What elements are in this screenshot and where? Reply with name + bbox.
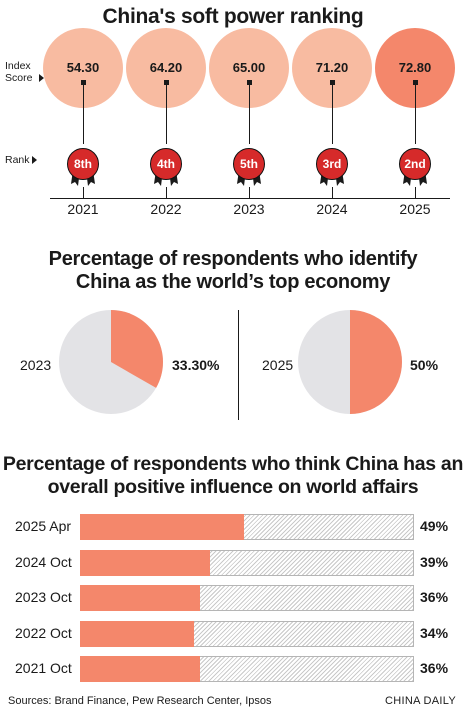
year-label: 2025 bbox=[399, 201, 431, 217]
pie-value-slice bbox=[350, 310, 402, 414]
pie-value-slice bbox=[111, 310, 163, 388]
sources-note: Sources: Brand Finance, Pew Research Cen… bbox=[8, 695, 272, 707]
bar-category-label: 2023 Oct bbox=[15, 589, 72, 605]
title-line-1: Percentage of respondents who think Chin… bbox=[2, 453, 464, 475]
arrow-right-icon bbox=[39, 74, 44, 83]
chart-title-top-economy: Percentage of respondents who identify C… bbox=[0, 248, 466, 294]
score-connector-line bbox=[248, 84, 250, 144]
index-score-circle: 65.00 bbox=[209, 28, 289, 144]
pie-value-label: 33.30% bbox=[172, 357, 220, 373]
pie-year-label: 2025 bbox=[262, 357, 294, 373]
index-score-value: 65.00 bbox=[232, 60, 266, 75]
index-score-circle: 72.80 bbox=[375, 28, 455, 144]
year-tick bbox=[249, 187, 250, 199]
score-connector-line bbox=[331, 84, 333, 144]
bar bbox=[80, 514, 244, 540]
index-score-value: 71.20 bbox=[315, 60, 349, 75]
bar-value-label: 36% bbox=[420, 660, 449, 676]
score-connector-line bbox=[414, 84, 416, 144]
rank-badge: 4th bbox=[150, 148, 182, 180]
index-score-circle: 64.20 bbox=[126, 28, 206, 144]
rank-badge: 8th bbox=[67, 148, 99, 180]
arrow-right-icon bbox=[31, 156, 37, 165]
score-connector-line bbox=[82, 84, 84, 144]
score-marker-dot bbox=[80, 80, 86, 85]
title-line-2: China as the world’s top economy bbox=[75, 271, 391, 293]
bar-value-label: 39% bbox=[420, 553, 449, 570]
title-line-1: Percentage of respondents who identify bbox=[48, 248, 418, 270]
chart-title-soft-power: China's soft power ranking bbox=[102, 5, 364, 28]
bar-category-label: 2022 Oct bbox=[15, 624, 72, 641]
index-score-row-label: Index Score bbox=[5, 60, 44, 84]
pie-value-label: 50% bbox=[410, 357, 439, 373]
index-score-label: Index Score bbox=[5, 60, 33, 84]
year-tick bbox=[83, 187, 84, 199]
bar-value-label: 49% bbox=[420, 518, 449, 534]
index-score-circle: 54.30 bbox=[43, 28, 123, 144]
year-label: 2024 bbox=[316, 201, 348, 217]
bar-category-label: 2024 Oct bbox=[15, 553, 72, 570]
bar-value-label: 34% bbox=[420, 624, 449, 641]
rank-row-label: Rank bbox=[5, 154, 37, 166]
bar-value-label: 36% bbox=[420, 589, 449, 605]
rank-badge: 3rd bbox=[316, 148, 348, 180]
year-tick bbox=[415, 187, 416, 199]
bar-row: 2025 Apr 49% bbox=[0, 514, 466, 540]
year-tick bbox=[166, 187, 167, 199]
bar-row: 2024 Oct 39% bbox=[0, 549, 466, 576]
bar bbox=[80, 656, 201, 682]
score-marker-dot bbox=[246, 80, 252, 85]
score-marker-dot bbox=[329, 80, 335, 85]
bar-category-label: 2021 Oct bbox=[15, 660, 72, 676]
publisher-credit: CHINA DAILY bbox=[385, 695, 456, 707]
chart-title-positive-influence: Percentage of respondents who think Chin… bbox=[0, 453, 466, 499]
bar bbox=[80, 585, 201, 611]
year-label: 2023 bbox=[233, 201, 265, 217]
title-line-2: overall positive influence on world affa… bbox=[47, 476, 419, 498]
bar bbox=[80, 549, 211, 576]
bar-row: 2022 Oct 34% bbox=[0, 620, 466, 647]
score-connector-line bbox=[165, 84, 167, 144]
rank-badge: 2nd bbox=[399, 148, 431, 180]
score-marker-dot bbox=[412, 80, 418, 85]
bar-row: 2021 Oct 36% bbox=[0, 656, 466, 682]
pie-charts bbox=[59, 310, 402, 414]
year-label: 2022 bbox=[150, 201, 182, 217]
year-axis-line bbox=[50, 198, 450, 199]
bar-row: 2023 Oct 36% bbox=[0, 585, 466, 611]
pie-year-label: 2023 bbox=[20, 357, 52, 373]
bar-category-label: 2025 Apr bbox=[15, 518, 72, 534]
rank-label: Rank bbox=[5, 154, 30, 166]
index-score-value: 72.80 bbox=[398, 60, 432, 75]
pie-divider bbox=[238, 310, 239, 420]
year-label: 2021 bbox=[67, 201, 99, 217]
index-score-value: 64.20 bbox=[149, 60, 183, 75]
year-tick bbox=[332, 187, 333, 199]
index-score-value: 54.30 bbox=[66, 60, 100, 75]
score-marker-dot bbox=[163, 80, 169, 85]
bar bbox=[80, 620, 194, 647]
index-score-circle: 71.20 bbox=[292, 28, 372, 144]
rank-badge: 5th bbox=[233, 148, 265, 180]
